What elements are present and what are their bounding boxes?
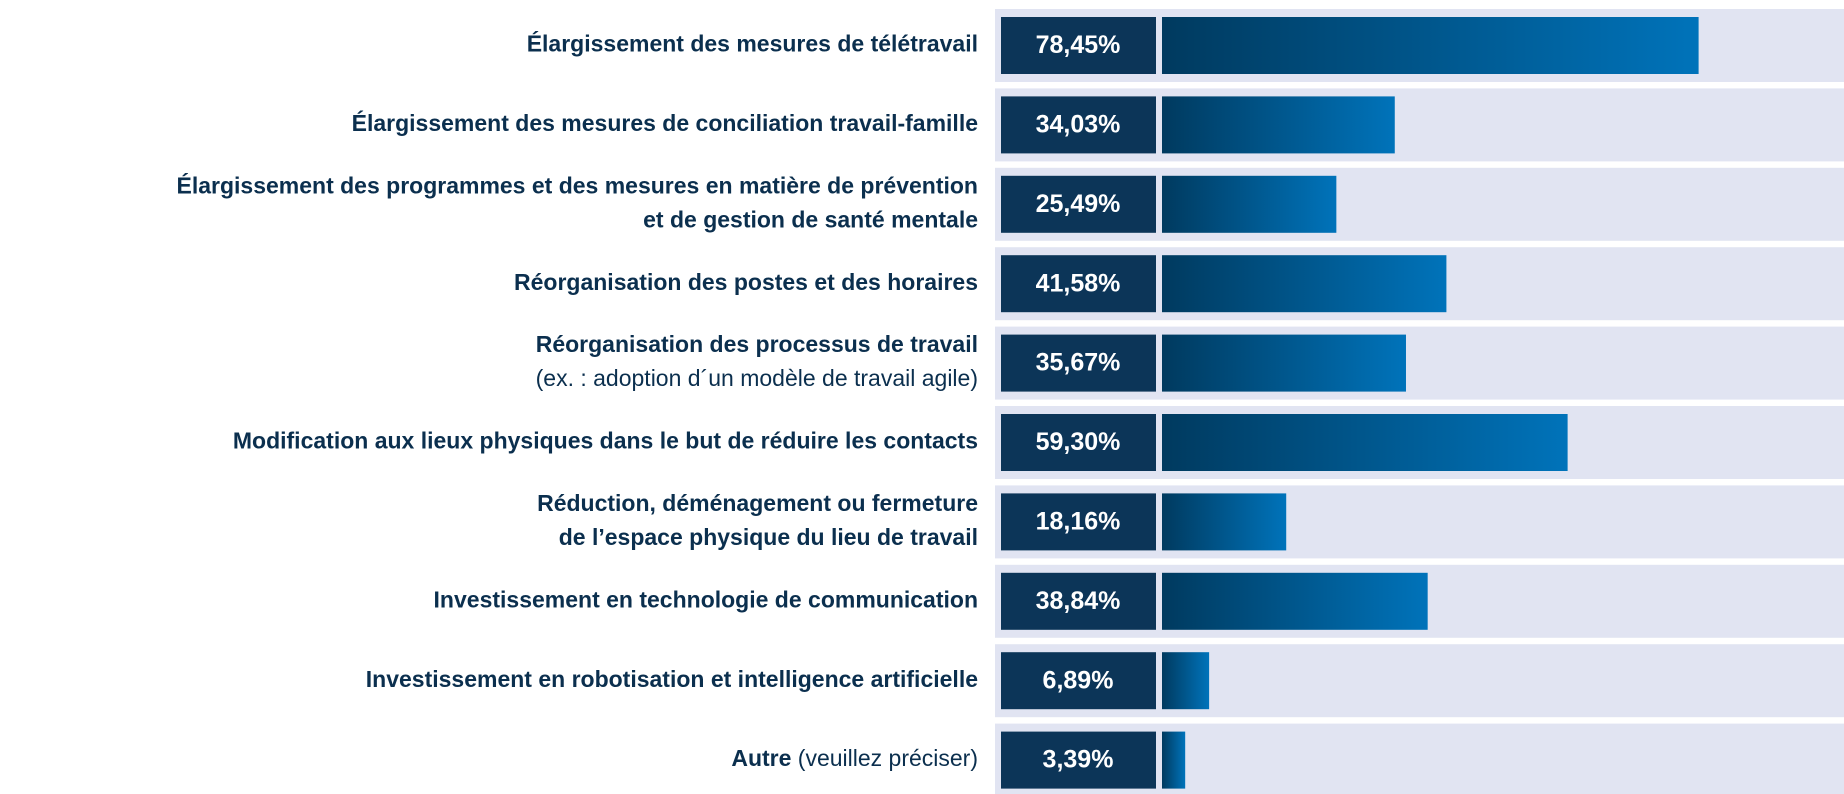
value-box: [1001, 96, 1156, 154]
bar: [1162, 255, 1447, 313]
bar: [1162, 414, 1568, 471]
category-label: Autre (veuillez préciser): [731, 745, 978, 771]
category-label: Investissement en robotisation et intell…: [366, 666, 978, 692]
value-label: 3,39%: [1043, 746, 1114, 774]
value-label: 41,58%: [1036, 269, 1121, 297]
bar: [1162, 731, 1186, 789]
category-label: Investissement en technologie de communi…: [434, 586, 978, 612]
value-label: 18,16%: [1036, 508, 1121, 536]
value-label: 38,84%: [1036, 587, 1121, 615]
value-label: 59,30%: [1036, 428, 1121, 456]
value-box: [1001, 652, 1156, 710]
category-label: Modification aux lieux physiques dans le…: [233, 428, 978, 454]
value-label: 25,49%: [1036, 190, 1121, 218]
category-label: Élargissement des programmes et des mesu…: [177, 171, 979, 198]
bar: [1162, 17, 1699, 74]
value-label: 34,03%: [1036, 111, 1121, 139]
value-box: [1001, 175, 1156, 233]
category-label: de l’espace physique du lieu de travail: [559, 524, 978, 550]
value-box: [1001, 334, 1156, 392]
category-label: Réduction, déménagement ou fermeture: [537, 490, 978, 516]
value-box: [1001, 17, 1156, 74]
value-box: [1001, 731, 1156, 789]
bar: [1162, 652, 1210, 710]
bar: [1162, 334, 1406, 392]
value-box: [1001, 414, 1156, 471]
value-box: [1001, 493, 1156, 551]
bar: [1162, 96, 1395, 154]
value-label: 35,67%: [1036, 349, 1121, 377]
value-label: 6,89%: [1043, 666, 1114, 694]
bar: [1162, 493, 1287, 551]
category-note: (veuillez préciser): [798, 745, 978, 771]
value-box: [1001, 572, 1156, 630]
category-label: Réorganisation des postes et des horaire…: [514, 269, 978, 295]
category-label: Élargissement des mesures de télétravail: [527, 30, 978, 57]
bar: [1162, 572, 1428, 630]
category-note: (ex. : adoption d´un modèle de travail a…: [536, 365, 978, 391]
bar: [1162, 175, 1337, 233]
category-label: Élargissement des mesures de conciliatio…: [352, 109, 978, 136]
value-box: [1001, 255, 1156, 313]
category-label: Réorganisation des processus de travail: [536, 331, 978, 357]
value-label: 78,45%: [1036, 31, 1121, 59]
category-label: Autre: [731, 745, 791, 771]
category-label: et de gestion de santé mentale: [643, 206, 978, 232]
